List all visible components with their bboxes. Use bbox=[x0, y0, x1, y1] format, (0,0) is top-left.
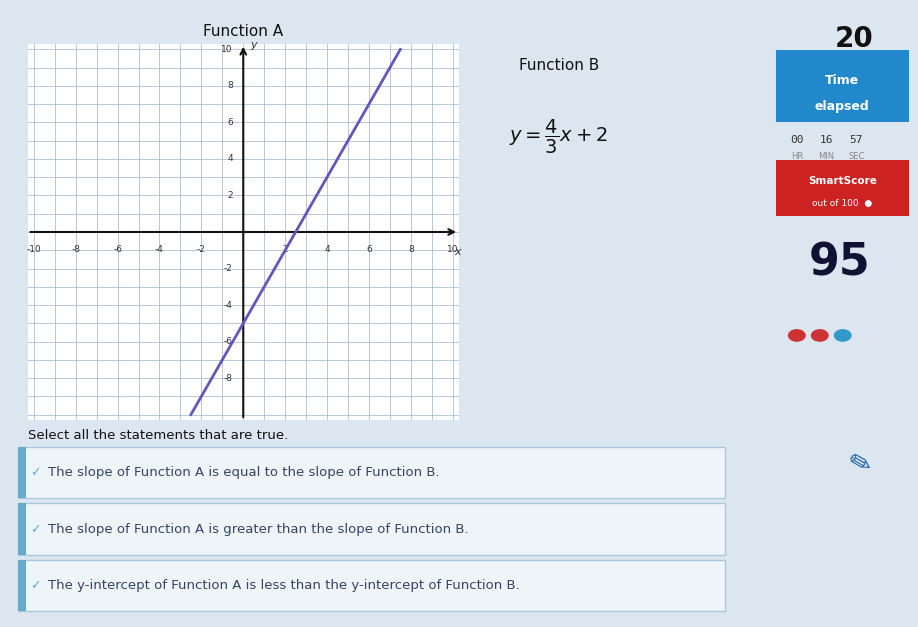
Text: 6: 6 bbox=[227, 118, 233, 127]
Text: Time: Time bbox=[825, 74, 859, 87]
Text: ✓: ✓ bbox=[30, 466, 40, 479]
Text: y: y bbox=[251, 40, 257, 50]
Text: -10: -10 bbox=[27, 245, 41, 254]
Text: 2: 2 bbox=[283, 245, 288, 254]
Text: SmartScore: SmartScore bbox=[808, 176, 877, 186]
Text: -8: -8 bbox=[72, 245, 80, 254]
Text: 95: 95 bbox=[809, 241, 871, 285]
Text: -6: -6 bbox=[224, 337, 233, 346]
Text: -6: -6 bbox=[113, 245, 122, 254]
Text: 4: 4 bbox=[324, 245, 330, 254]
Text: MIN: MIN bbox=[818, 152, 834, 161]
Text: 00: 00 bbox=[790, 135, 803, 145]
Text: 8: 8 bbox=[227, 82, 233, 90]
Text: ✏: ✏ bbox=[841, 446, 876, 482]
Text: elapsed: elapsed bbox=[815, 100, 869, 113]
Text: -4: -4 bbox=[224, 300, 233, 310]
Text: 6: 6 bbox=[366, 245, 372, 254]
Text: The y-intercept of Function A is less than the y-intercept of Function B.: The y-intercept of Function A is less th… bbox=[48, 579, 520, 592]
Text: 8: 8 bbox=[408, 245, 414, 254]
Text: x: x bbox=[454, 246, 461, 256]
Text: The slope of Function A is equal to the slope of Function B.: The slope of Function A is equal to the … bbox=[48, 466, 440, 479]
Text: SEC: SEC bbox=[848, 152, 865, 161]
Text: ✓: ✓ bbox=[30, 523, 40, 535]
Text: -2: -2 bbox=[224, 264, 233, 273]
Text: 4: 4 bbox=[227, 154, 233, 164]
Text: $y = \dfrac{4}{3}x + 2$: $y = \dfrac{4}{3}x + 2$ bbox=[509, 118, 608, 155]
Text: 20: 20 bbox=[834, 25, 873, 53]
Text: ✓: ✓ bbox=[30, 579, 40, 592]
Text: -4: -4 bbox=[155, 245, 164, 254]
Text: out of 100  ●: out of 100 ● bbox=[812, 199, 872, 208]
Text: -8: -8 bbox=[224, 374, 233, 382]
Text: -2: -2 bbox=[197, 245, 206, 254]
Text: HR: HR bbox=[790, 152, 803, 161]
Text: The slope of Function A is greater than the slope of Function B.: The slope of Function A is greater than … bbox=[48, 523, 468, 535]
Text: 2: 2 bbox=[227, 191, 233, 200]
Text: 57: 57 bbox=[850, 135, 863, 145]
Text: Function B: Function B bbox=[519, 58, 599, 73]
Title: Function A: Function A bbox=[203, 24, 284, 38]
Text: 10: 10 bbox=[447, 245, 458, 254]
Text: 16: 16 bbox=[820, 135, 833, 145]
Text: Select all the statements that are true.: Select all the statements that are true. bbox=[28, 429, 287, 443]
Text: 10: 10 bbox=[221, 45, 233, 54]
